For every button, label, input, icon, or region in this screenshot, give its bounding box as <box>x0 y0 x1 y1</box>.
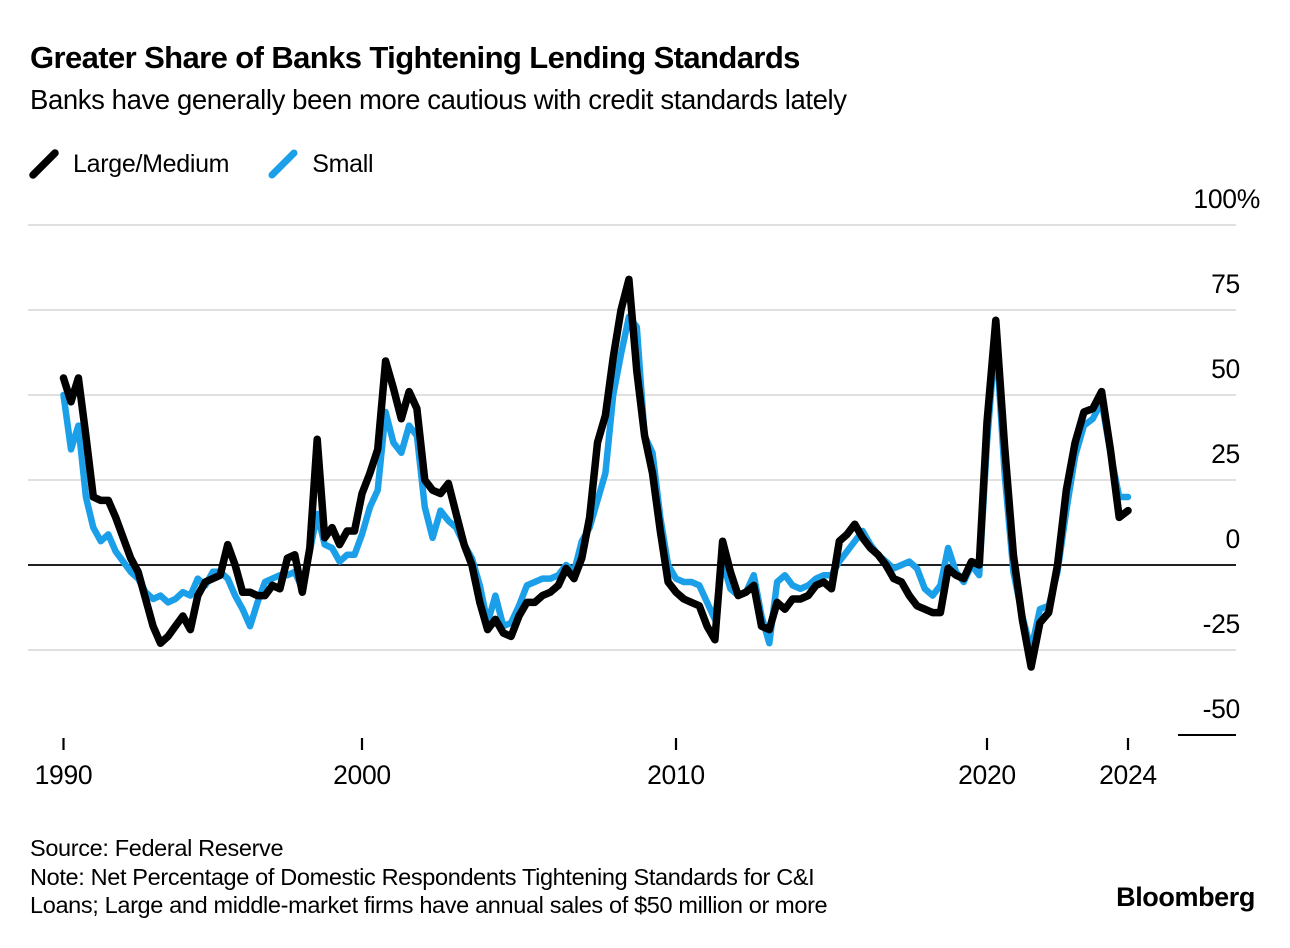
chart-legend: Large/Medium Small <box>28 146 374 182</box>
x-axis-label-2000: 2000 <box>333 760 391 790</box>
legend-item-large-medium: Large/Medium <box>28 146 230 182</box>
legend-item-small: Small <box>267 146 374 182</box>
y-axis-label--25: -25 <box>1202 609 1241 639</box>
bloomberg-logo: Bloomberg <box>1116 882 1255 912</box>
y-axis-label-0: 0 <box>1225 524 1241 554</box>
line-swatch-black-icon <box>29 149 59 179</box>
x-axis-label-2024: 2024 <box>1099 760 1157 790</box>
y-axis-label--50: -50 <box>1202 694 1241 724</box>
x-axis-label-2010: 2010 <box>647 760 705 790</box>
line-swatch-blue-icon <box>268 149 298 179</box>
y-axis-label-75: 75 <box>1211 269 1240 299</box>
y-axis-label-50: 50 <box>1211 354 1240 384</box>
note-text-line2: Loans; Large and middle-market firms hav… <box>30 892 828 918</box>
series-line-large-medium <box>59 275 1132 671</box>
page-subtitle: Banks have generally been more cautious … <box>30 84 847 115</box>
source-note: Source: Federal Reserve Note: Net Percen… <box>30 834 828 920</box>
legend-label: Large/Medium <box>73 149 230 178</box>
legend-label: Small <box>312 149 374 178</box>
page-title: Greater Share of Banks Tightening Lendin… <box>30 40 800 75</box>
y-axis-label-100: 100% <box>1193 184 1260 214</box>
x-axis-label-2020: 2020 <box>958 760 1016 790</box>
x-axis-label-1990: 1990 <box>34 760 93 790</box>
note-text-line1: Note: Net Percentage of Domestic Respond… <box>30 863 815 890</box>
source-text: Source: Federal Reserve <box>30 835 284 861</box>
y-axis-label-25: 25 <box>1211 439 1240 469</box>
